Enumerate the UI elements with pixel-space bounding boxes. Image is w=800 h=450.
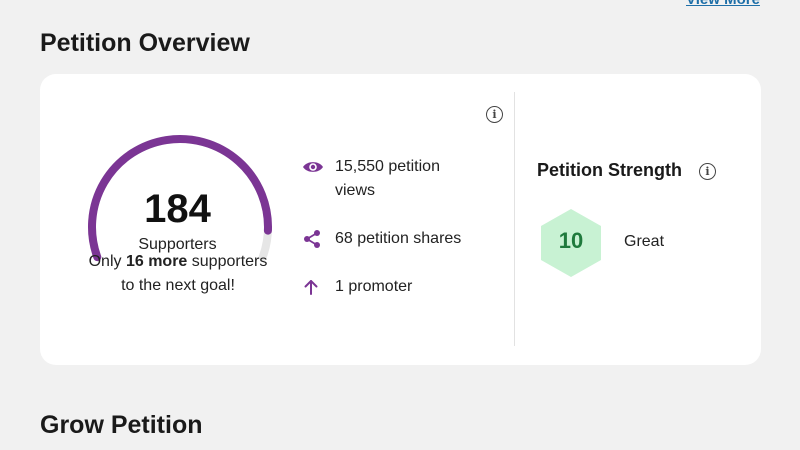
view-more-link[interactable]: View More [686,0,760,8]
strength-rating: Great [624,233,665,250]
stat-shares: 68 petition shares [302,227,461,251]
goal-remaining: 16 more [125,253,188,270]
share-icon [302,227,324,251]
stat-promoters: 1 promoter [302,275,412,299]
stat-shares-text: 68 petition shares [335,230,462,247]
supporters-label: Supporters [138,236,217,253]
stat-promoters-text: 1 promoter [335,278,413,295]
gauge-fill [88,135,272,262]
info-icon[interactable]: i [699,163,716,180]
card-divider [514,92,515,346]
petition-strength-title: Petition Strength [537,160,682,180]
section-title-grow-petition: Grow Petition [40,411,203,439]
goal-message: Only 16 more supporters to the next goal… [88,250,268,298]
stat-views: 15,550 petition views [302,155,477,203]
arrow-up-icon [302,275,324,299]
info-icon[interactable]: i [486,106,503,123]
eye-icon [302,155,324,179]
petition-overview-card: i 184 Supporters Only 16 more supporters… [40,74,761,365]
goal-suffix: supporters to the next goal! [121,253,268,294]
supporters-count: 184 [144,187,211,231]
goal-prefix: Only [88,253,126,270]
stat-views-text: 15,550 petition views [335,158,440,199]
strength-score: 10 [558,228,584,253]
supporters-progress-gauge [88,134,272,262]
strength-hexagon [541,209,601,277]
section-title-petition-overview: Petition Overview [40,29,250,57]
